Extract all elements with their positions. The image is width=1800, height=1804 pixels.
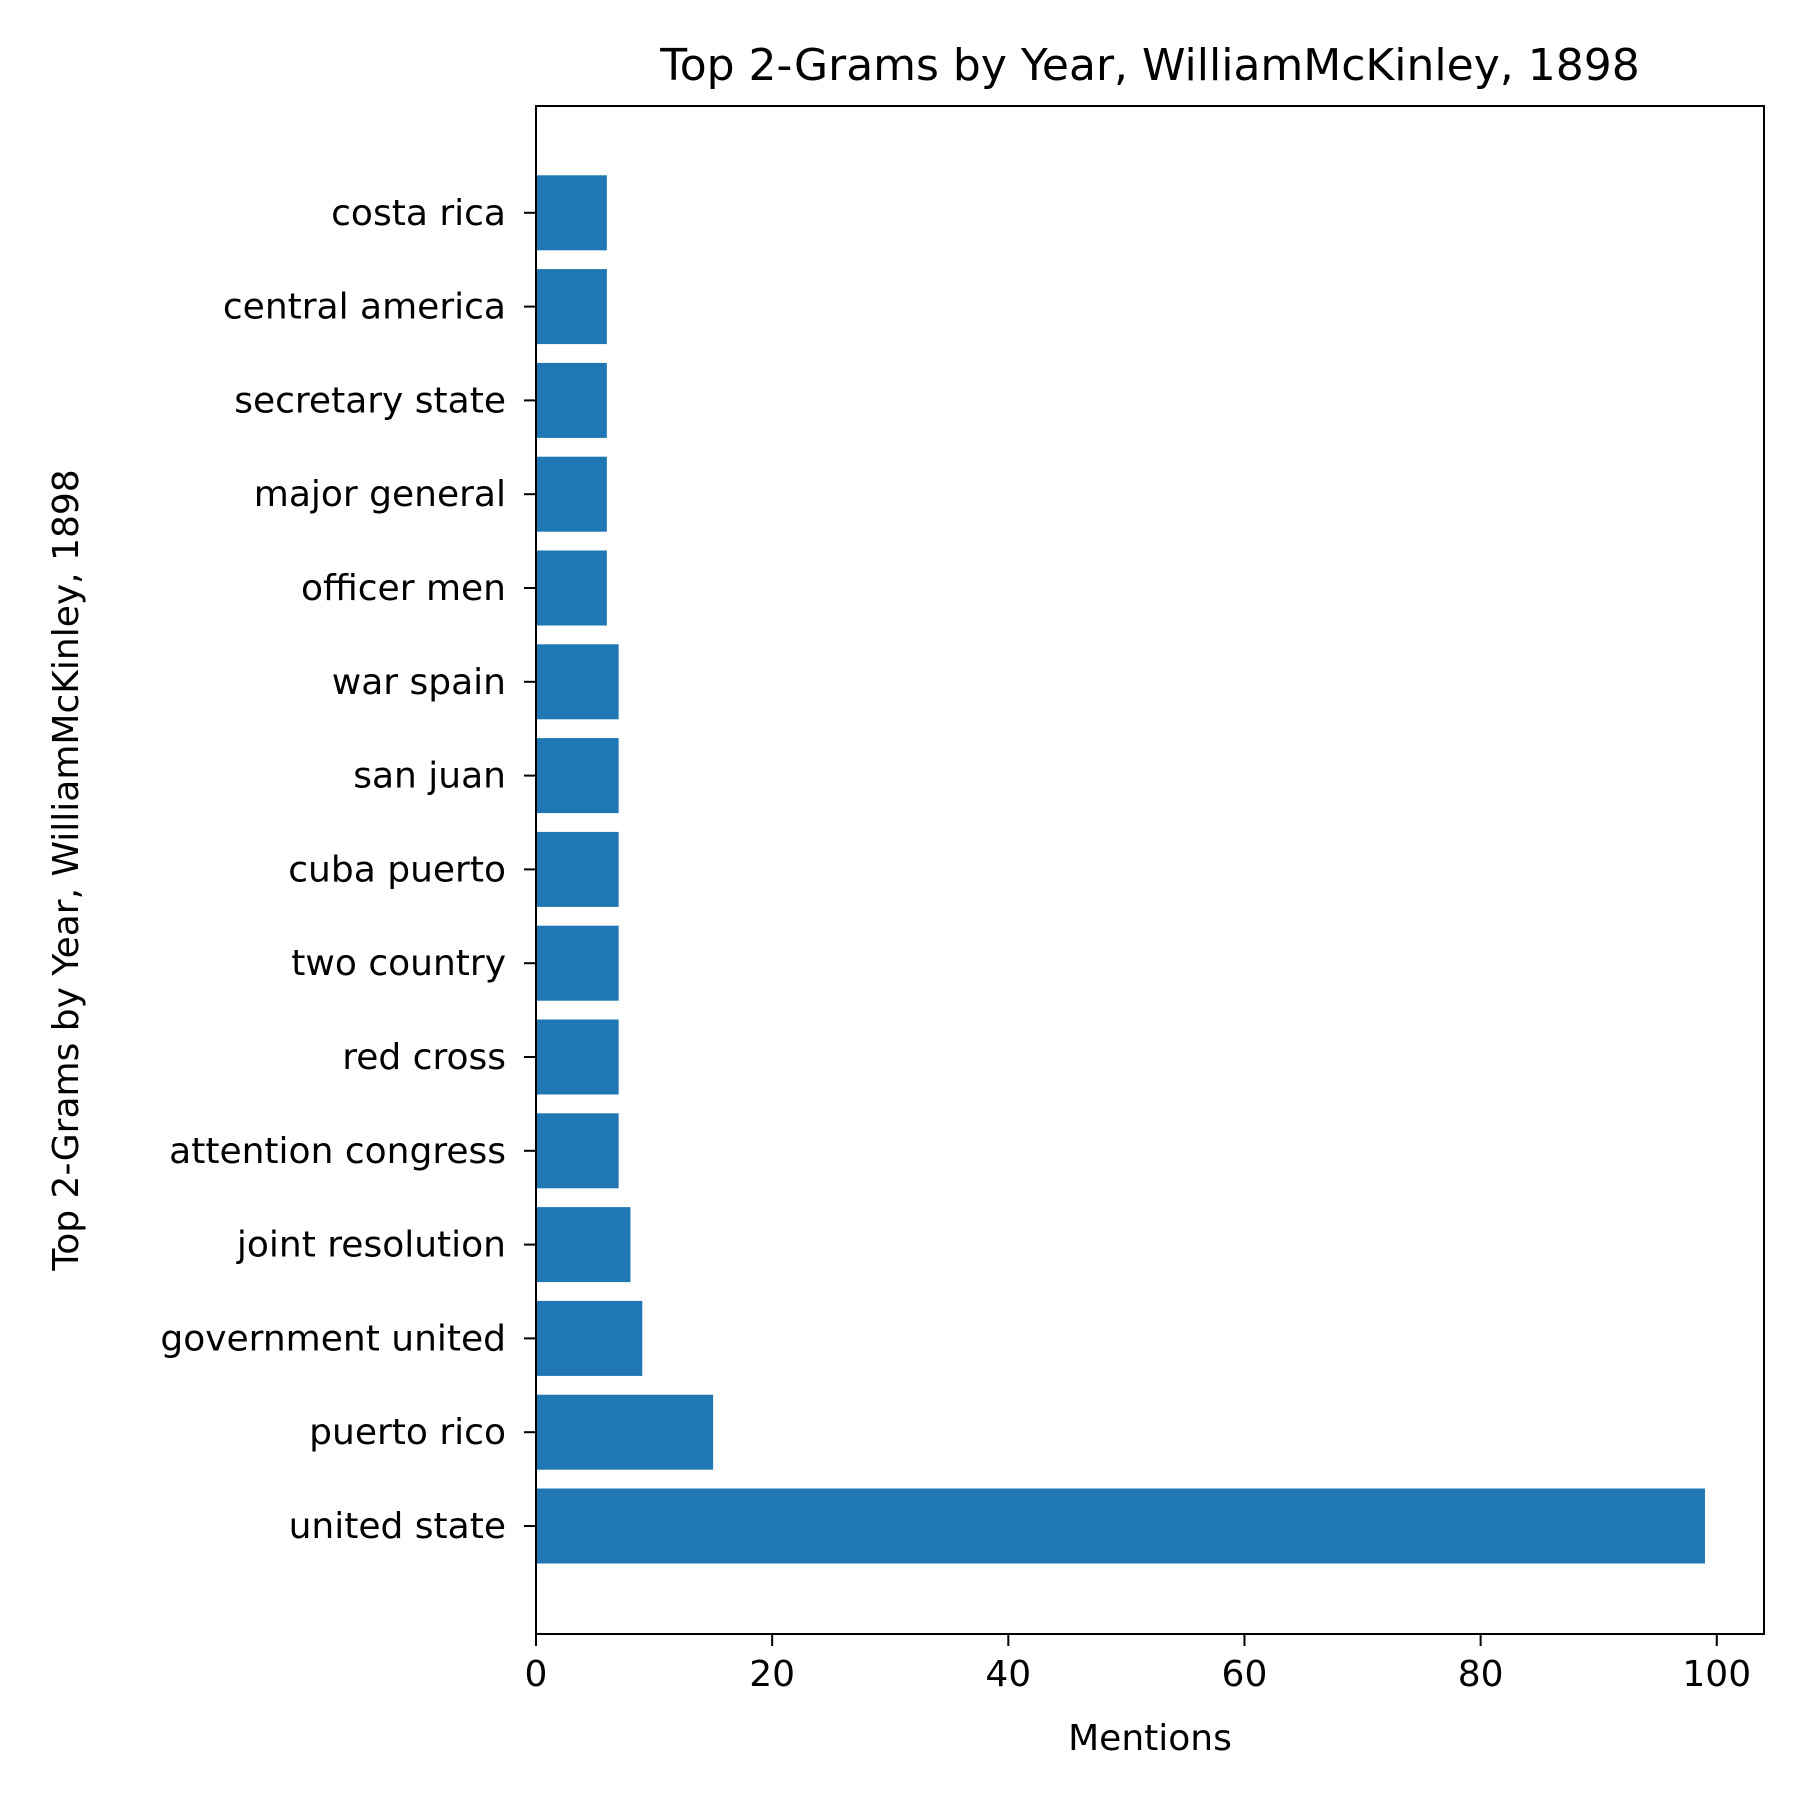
bar-secretary-state	[536, 362, 607, 438]
bars-layer	[536, 175, 1705, 1564]
y-tick-label: costa rica	[331, 193, 506, 234]
y-tick-label: attention congress	[169, 1131, 506, 1172]
y-tick-label: central america	[223, 287, 506, 328]
y-tick-label: major general	[254, 474, 506, 515]
bar-red-cross	[536, 1019, 619, 1095]
bar-officer-men	[536, 550, 607, 626]
x-tick-label: 100	[1682, 1654, 1751, 1695]
bar-cuba-puerto	[536, 831, 619, 907]
y-tick-label: san juan	[353, 756, 506, 797]
y-tick-label: puerto rico	[309, 1412, 506, 1453]
bar-attention-congress	[536, 1113, 619, 1189]
x-tick-label: 0	[525, 1654, 548, 1695]
x-tick-label: 20	[749, 1654, 795, 1695]
bar-two-country	[536, 925, 619, 1001]
y-tick-label: joint resolution	[236, 1225, 506, 1266]
bar-puerto-rico	[536, 1394, 714, 1470]
bar-san-juan	[536, 738, 619, 814]
bar-government-united	[536, 1300, 643, 1376]
y-tick-label: cuba puerto	[288, 849, 506, 890]
y-tick-label: government united	[160, 1318, 506, 1359]
y-tick-label: secretary state	[234, 380, 506, 421]
bar-costa-rica	[536, 175, 607, 251]
plot-frame	[535, 105, 1765, 1635]
bar-major-general	[536, 456, 607, 532]
x-tick-label: 40	[985, 1654, 1031, 1695]
y-axis-label: Top 2-Grams by Year, WilliamMcKinley, 18…	[46, 469, 87, 1271]
y-tick-label: red cross	[342, 1037, 506, 1078]
bar-joint-resolution	[536, 1207, 631, 1283]
y-tick-label: united state	[289, 1506, 506, 1547]
x-axis-ticks: 0 20 40 60 80 100	[525, 1634, 1751, 1695]
bar-central-america	[536, 269, 607, 345]
bar-united-state	[536, 1488, 1705, 1564]
x-tick-label: 60	[1222, 1654, 1268, 1695]
y-tick-label: two country	[291, 943, 506, 984]
y-axis-ticks: united state puerto rico government united…	[160, 193, 536, 1547]
y-tick-label: officer men	[301, 568, 506, 609]
x-tick-label: 80	[1458, 1654, 1504, 1695]
bar-war-spain	[536, 644, 619, 720]
chart-title: Top 2-Grams by Year, WilliamMcKinley, 18…	[659, 40, 1639, 91]
x-axis-label: Mentions	[1068, 1718, 1232, 1759]
y-tick-label: war spain	[332, 662, 506, 703]
